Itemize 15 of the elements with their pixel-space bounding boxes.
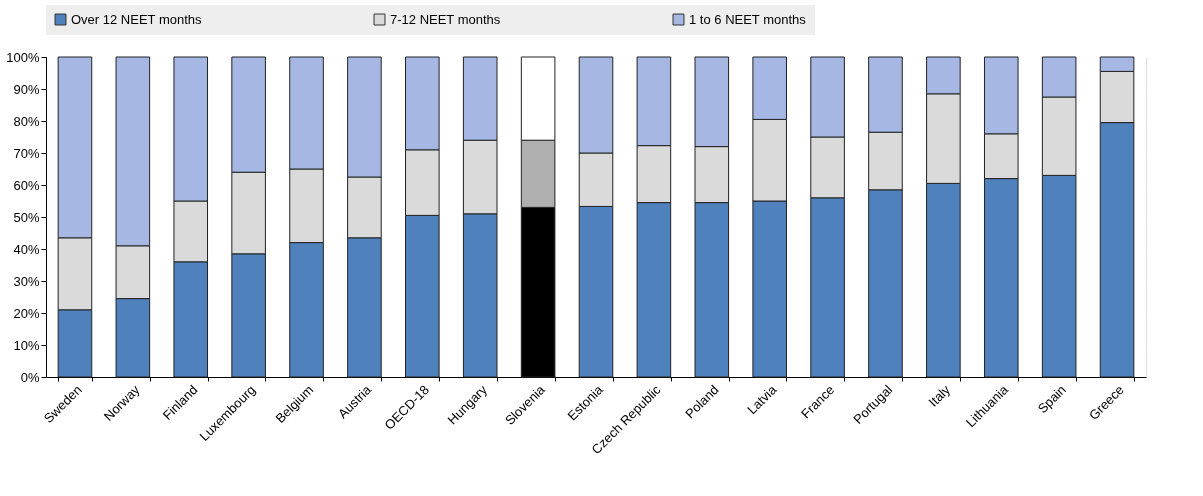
y-tick-label: 0% xyxy=(20,369,40,385)
y-tick-label: 100% xyxy=(6,49,40,65)
y-tick-label: 20% xyxy=(13,305,40,321)
y-tick-label: 60% xyxy=(13,177,40,193)
legend-label: Over 12 NEET months xyxy=(71,11,203,27)
y-tick-label: 70% xyxy=(13,145,40,161)
x-tick-label: Italy xyxy=(925,381,954,410)
y-tick-label: 90% xyxy=(13,81,40,97)
legend-label: 1 to 6 NEET months xyxy=(689,11,807,27)
y-tick-label: 10% xyxy=(13,337,40,353)
y-tick-label: 40% xyxy=(13,241,40,257)
y-tick-label: 30% xyxy=(13,273,40,289)
legend-label: 7-12 NEET months xyxy=(390,11,501,27)
y-tick-label: 80% xyxy=(13,113,40,129)
y-tick-label: 50% xyxy=(13,209,40,225)
